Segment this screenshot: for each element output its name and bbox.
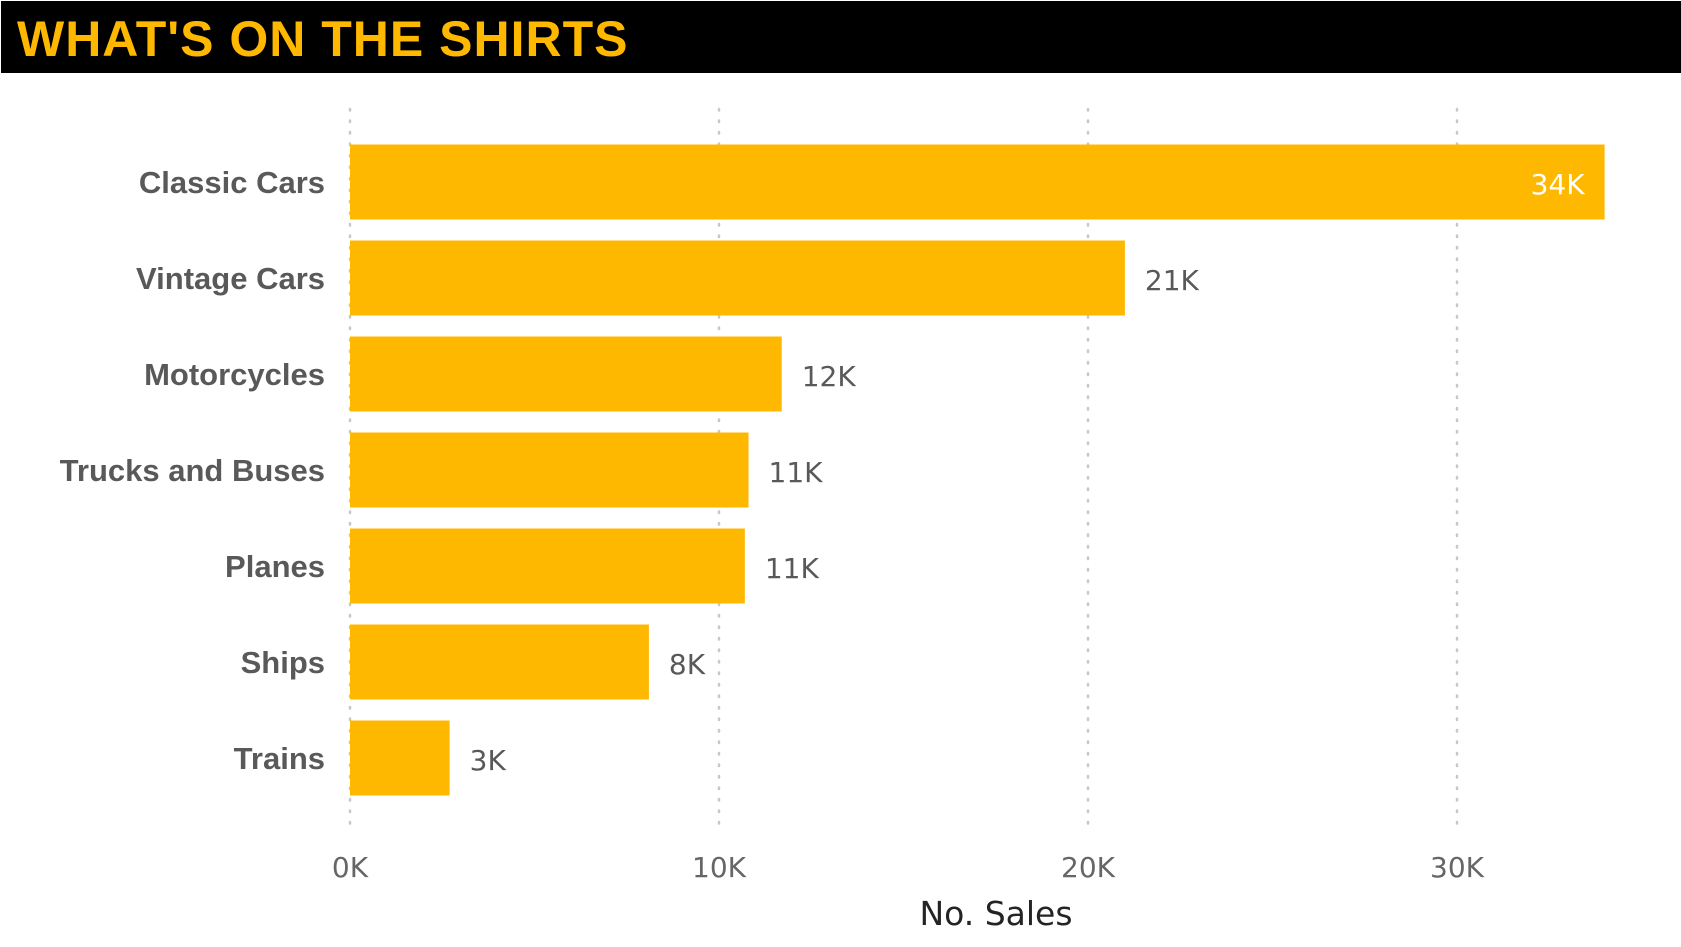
labels: Classic Cars 34K Vintage Cars 21K Motorcycle… xyxy=(60,165,1586,777)
x-tick-label: 30K xyxy=(1430,851,1485,884)
data-label: 3K xyxy=(470,744,507,777)
category-label: Planes xyxy=(225,549,325,584)
bar xyxy=(350,432,749,508)
bar xyxy=(350,624,649,700)
category-label: Ships xyxy=(241,645,325,680)
bar xyxy=(350,528,745,604)
x-tick-label: 0K xyxy=(332,851,369,884)
data-label: 21K xyxy=(1145,264,1200,297)
category-label: Vintage Cars xyxy=(136,261,325,296)
category-label: Motorcycles xyxy=(144,357,325,392)
category-label: Trains xyxy=(234,741,325,776)
bar xyxy=(350,336,782,412)
data-label: 34K xyxy=(1531,168,1586,201)
data-label: 8K xyxy=(669,648,706,681)
bar xyxy=(350,240,1125,316)
x-tick-label: 20K xyxy=(1061,851,1116,884)
category-label: Classic Cars xyxy=(139,165,325,200)
title-bar: WHAT'S ON THE SHIRTS xyxy=(1,1,1681,73)
data-label: 11K xyxy=(769,456,824,489)
chart-title: WHAT'S ON THE SHIRTS xyxy=(17,11,629,67)
bar xyxy=(350,144,1605,220)
x-tick-label: 10K xyxy=(692,851,747,884)
x-axis-title: No. Sales xyxy=(919,894,1072,933)
x-axis: 0K 10K 20K 30K No. Sales xyxy=(332,851,1485,933)
data-label: 11K xyxy=(765,552,820,585)
data-label: 12K xyxy=(802,360,857,393)
bars xyxy=(350,144,1605,796)
bar xyxy=(350,720,450,796)
category-label: Trucks and Buses xyxy=(60,453,325,488)
